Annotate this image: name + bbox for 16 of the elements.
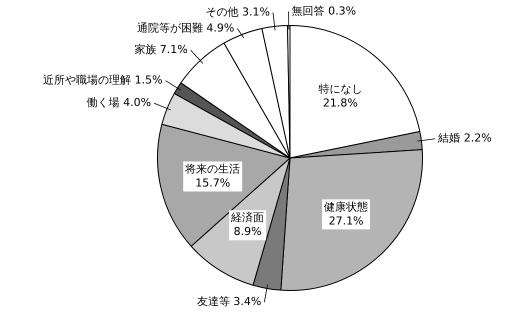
slice-label: 家族 7.1%	[134, 43, 188, 56]
slice-label: 友達等 3.4%	[196, 295, 262, 308]
slice-label: 特になし	[318, 82, 362, 96]
slice-label: 無回答 0.3%	[292, 4, 356, 18]
slice-label: 健康状態	[324, 200, 368, 214]
data-label: 27.1%	[328, 214, 364, 228]
data-label: 21.8%	[322, 96, 358, 110]
slice-label: 結婚 2.2%	[437, 132, 492, 145]
slice-label: 通院等が困難 4.9%	[136, 21, 234, 34]
slice-label: その他 3.1%	[206, 5, 270, 18]
slice-label: 経済面	[230, 211, 264, 224]
slice-label: 将来の生活	[184, 162, 240, 176]
data-label: 15.7%	[195, 176, 230, 190]
data-label: 8.9%	[234, 225, 262, 238]
slice-label: 近所や職場の理解 1.5%	[43, 74, 163, 87]
slice-label: 働く場 4.0%	[86, 96, 152, 110]
